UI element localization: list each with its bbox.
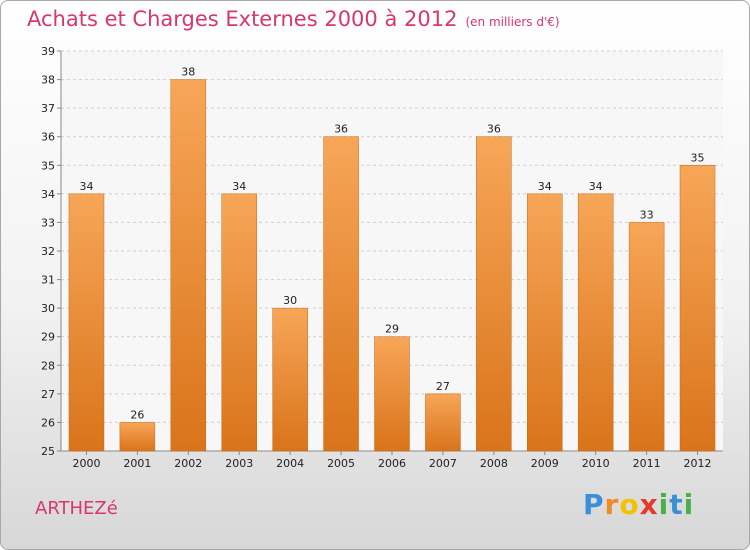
data-label: 27 bbox=[436, 380, 450, 393]
bar bbox=[425, 393, 461, 452]
y-tick-label: 28 bbox=[41, 359, 55, 372]
logo-letter: r bbox=[604, 488, 620, 521]
x-tick-label: 2010 bbox=[582, 457, 610, 470]
data-label: 35 bbox=[691, 151, 705, 164]
data-label: 34 bbox=[538, 180, 552, 193]
x-tick-label: 2001 bbox=[123, 457, 151, 470]
data-label: 38 bbox=[181, 66, 195, 79]
bar bbox=[577, 193, 614, 452]
bar bbox=[476, 136, 512, 452]
bar bbox=[374, 336, 410, 452]
x-tick-label: 2006 bbox=[378, 457, 406, 470]
y-tick-label: 26 bbox=[41, 416, 55, 429]
y-tick-label: 38 bbox=[41, 74, 55, 87]
logo-letter: t bbox=[669, 488, 684, 521]
bar bbox=[170, 79, 207, 452]
bar bbox=[119, 422, 156, 452]
chart-title: Achats et Charges Externes 2000 à 2012 bbox=[27, 7, 458, 31]
data-label: 36 bbox=[487, 123, 501, 136]
bar bbox=[679, 165, 716, 452]
chart-title-line: Achats et Charges Externes 2000 à 2012 (e… bbox=[27, 7, 560, 31]
y-tick-label: 25 bbox=[41, 445, 55, 458]
data-label: 33 bbox=[640, 208, 654, 221]
y-tick-label: 34 bbox=[41, 188, 55, 201]
y-tick-label: 32 bbox=[41, 245, 55, 258]
logo-letter: P bbox=[583, 488, 605, 521]
x-tick-label: 2005 bbox=[327, 457, 355, 470]
logo-letter: x bbox=[639, 488, 659, 521]
x-tick-label: 2000 bbox=[72, 457, 100, 470]
data-label: 29 bbox=[385, 323, 399, 336]
proxiti-logo: Proxiti bbox=[583, 488, 694, 521]
x-tick-label: 2003 bbox=[225, 457, 253, 470]
y-tick-label: 35 bbox=[41, 159, 55, 172]
x-tick-label: 2011 bbox=[633, 457, 661, 470]
bar bbox=[527, 193, 563, 452]
data-label: 34 bbox=[589, 180, 603, 193]
logo-letter: i bbox=[683, 488, 695, 521]
y-tick-label: 31 bbox=[41, 274, 55, 287]
y-tick-label: 36 bbox=[41, 131, 55, 144]
bar bbox=[628, 222, 665, 452]
bar bbox=[221, 193, 257, 452]
x-tick-label: 2007 bbox=[429, 457, 457, 470]
y-tick-label: 33 bbox=[41, 216, 55, 229]
logo-letter: o bbox=[619, 488, 640, 521]
y-tick-label: 29 bbox=[41, 331, 55, 344]
data-label: 30 bbox=[283, 294, 297, 307]
data-label: 34 bbox=[232, 180, 246, 193]
y-tick-label: 27 bbox=[41, 388, 55, 401]
chart-subtitle: (en milliers d'€) bbox=[465, 15, 560, 29]
data-label: 36 bbox=[334, 123, 348, 136]
y-tick-label: 30 bbox=[41, 302, 55, 315]
data-label: 26 bbox=[130, 408, 144, 421]
x-tick-label: 2004 bbox=[276, 457, 304, 470]
x-tick-label: 2008 bbox=[480, 457, 508, 470]
bar bbox=[272, 307, 308, 452]
data-label: 34 bbox=[79, 180, 93, 193]
commune-name: ARTHEZé bbox=[35, 498, 118, 519]
bar bbox=[68, 193, 105, 452]
x-tick-label: 2009 bbox=[531, 457, 559, 470]
bar bbox=[323, 136, 359, 452]
logo-letter: i bbox=[658, 488, 670, 521]
x-tick-label: 2002 bbox=[174, 457, 202, 470]
y-tick-label: 39 bbox=[41, 45, 55, 58]
x-tick-label: 2012 bbox=[684, 457, 712, 470]
y-tick-label: 37 bbox=[41, 102, 55, 115]
